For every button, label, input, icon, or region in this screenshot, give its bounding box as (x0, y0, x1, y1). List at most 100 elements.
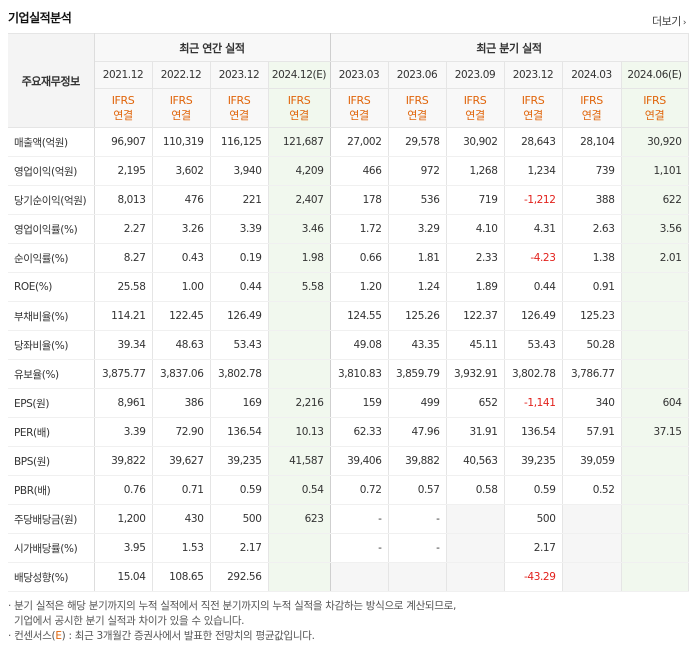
table-cell: 122.45 (152, 301, 211, 331)
basis-label: 연결 (407, 109, 427, 122)
table-cell: 39,235 (210, 446, 269, 476)
table-cell: 2.27 (94, 214, 153, 244)
row-label: 부채비율(%) (8, 301, 95, 331)
table-cell: 3.56 (621, 214, 689, 244)
period-header: 2024.03 (562, 61, 622, 89)
group-annual: 최근 연간 실적 (94, 33, 331, 62)
period-header: 2023.12 (210, 61, 269, 89)
table-cell: 3.26 (152, 214, 211, 244)
table-row: 당기순이익(억원) 8,013 476 221 2,407 178 536 719 -1,212… (8, 185, 689, 215)
table-cell: 622 (621, 185, 689, 215)
table-cell (621, 533, 689, 563)
footnote-3: · 컨센서스(E) : 최근 3개월간 증권사에서 발표한 전망치의 평균값입니… (8, 629, 456, 644)
table-cell: 43.35 (388, 330, 447, 360)
table-cell: 39,235 (504, 446, 563, 476)
more-link[interactable]: 더보기 › (652, 13, 687, 29)
table-cell: 125.23 (562, 301, 622, 331)
table-cell (268, 301, 331, 331)
table-cell (621, 301, 689, 331)
table-row: 매출액(억원) 96,907 110,319 116,125 121,687 27,002… (8, 127, 689, 157)
table-cell: 29,578 (388, 127, 447, 157)
table-cell: 126.49 (210, 301, 269, 331)
table-row: 유보율(%) 3,875.77 3,837.06 3,802.78 3,810.83 3,… (8, 359, 689, 389)
ifrs-header: IFRS 연결 (268, 88, 331, 128)
footnote-3-estimate: E (55, 630, 62, 642)
table-cell: 476 (152, 185, 211, 215)
table-cell (621, 272, 689, 302)
row-label: 영업이익률(%) (8, 214, 95, 244)
period-header: 2024.12(E) (268, 61, 331, 89)
row-label: PER(배) (8, 417, 95, 447)
table-cell (446, 504, 505, 534)
table-row: 순이익률(%) 8.27 0.43 0.19 1.98 0.66 1.81 2.33 -4.23… (8, 243, 689, 273)
table-cell: 4,209 (268, 156, 331, 186)
table-cell: 3.46 (268, 214, 331, 244)
table-cell: 3,932.91 (446, 359, 505, 389)
table-cell: 221 (210, 185, 269, 215)
row-label: EPS(원) (8, 388, 95, 418)
table-cell: 121,687 (268, 127, 331, 157)
table-cell: 25.58 (94, 272, 153, 302)
table-cell: 3,875.77 (94, 359, 153, 389)
table-cell: 2,195 (94, 156, 153, 186)
table-cell: 1.24 (388, 272, 447, 302)
table-cell (388, 562, 447, 592)
table-row: BPS(원) 39,822 39,627 39,235 41,587 39,406 39,8… (8, 446, 689, 476)
table-cell: 30,920 (621, 127, 689, 157)
table-cell (621, 475, 689, 505)
row-label: 당기순이익(억원) (8, 185, 95, 215)
table-row: 배당성향(%) 15.04 108.65 292.56 -43.29 (8, 562, 689, 592)
table-cell: 1.89 (446, 272, 505, 302)
table-cell: 500 (504, 504, 563, 534)
table-cell: 3,802.78 (210, 359, 269, 389)
table-cell: 5.58 (268, 272, 331, 302)
basis-label: 연결 (289, 109, 309, 122)
table-cell: 0.44 (210, 272, 269, 302)
table-cell: 1,268 (446, 156, 505, 186)
table-cell: - (330, 533, 389, 563)
table-cell: 39.34 (94, 330, 153, 360)
table-cell (621, 359, 689, 389)
row-label: 유보율(%) (8, 359, 95, 389)
table-cell: 96,907 (94, 127, 153, 157)
table-cell (562, 504, 622, 534)
table-cell: 39,059 (562, 446, 622, 476)
table-cell: 0.57 (388, 475, 447, 505)
table-cell: - (330, 504, 389, 534)
table-cell: 114.21 (94, 301, 153, 331)
table-cell: 972 (388, 156, 447, 186)
basis-label: 연결 (171, 109, 191, 122)
row-label: BPS(원) (8, 446, 95, 476)
ifrs-label: IFRS (227, 94, 251, 107)
table-cell: 136.54 (210, 417, 269, 447)
more-label: 더보기 (652, 15, 681, 28)
table-cell: 1,200 (94, 504, 153, 534)
table-cell: 37.15 (621, 417, 689, 447)
footnote-2: 기업에서 공시한 분기 실적과 차이가 있을 수 있습니다. (14, 615, 245, 627)
table-cell: 739 (562, 156, 622, 186)
table-cell: 1.81 (388, 243, 447, 273)
table-row: 시가배당률(%) 3.95 1.53 2.17- -2.17 (8, 533, 689, 563)
row-label: 순이익률(%) (8, 243, 95, 273)
row-label: 당좌비율(%) (8, 330, 95, 360)
table-cell (562, 533, 622, 563)
table-cell: 0.43 (152, 243, 211, 273)
table-cell: 623 (268, 504, 331, 534)
table-row: 영업이익률(%) 2.27 3.26 3.39 3.46 1.72 3.29 4.10 4.31… (8, 214, 689, 244)
table-cell: 8,013 (94, 185, 153, 215)
table-cell: 0.71 (152, 475, 211, 505)
row-label: 영업이익(억원) (8, 156, 95, 186)
period-header: 2023.06 (388, 61, 447, 89)
table-cell: 110,319 (152, 127, 211, 157)
table-cell: 0.59 (210, 475, 269, 505)
table-cell: 3,602 (152, 156, 211, 186)
basis-label: 연결 (581, 109, 602, 122)
table-cell: 386 (152, 388, 211, 418)
period-header: 2024.06(E) (621, 61, 689, 89)
table-cell: 49.08 (330, 330, 389, 360)
table-row: 부채비율(%) 114.21 122.45 126.49 124.55 125.26 122… (8, 301, 689, 331)
table-cell (562, 562, 622, 592)
ifrs-header: IFRS 연결 (210, 88, 269, 128)
table-cell: 1,234 (504, 156, 563, 186)
row-label: 시가배당률(%) (8, 533, 95, 563)
